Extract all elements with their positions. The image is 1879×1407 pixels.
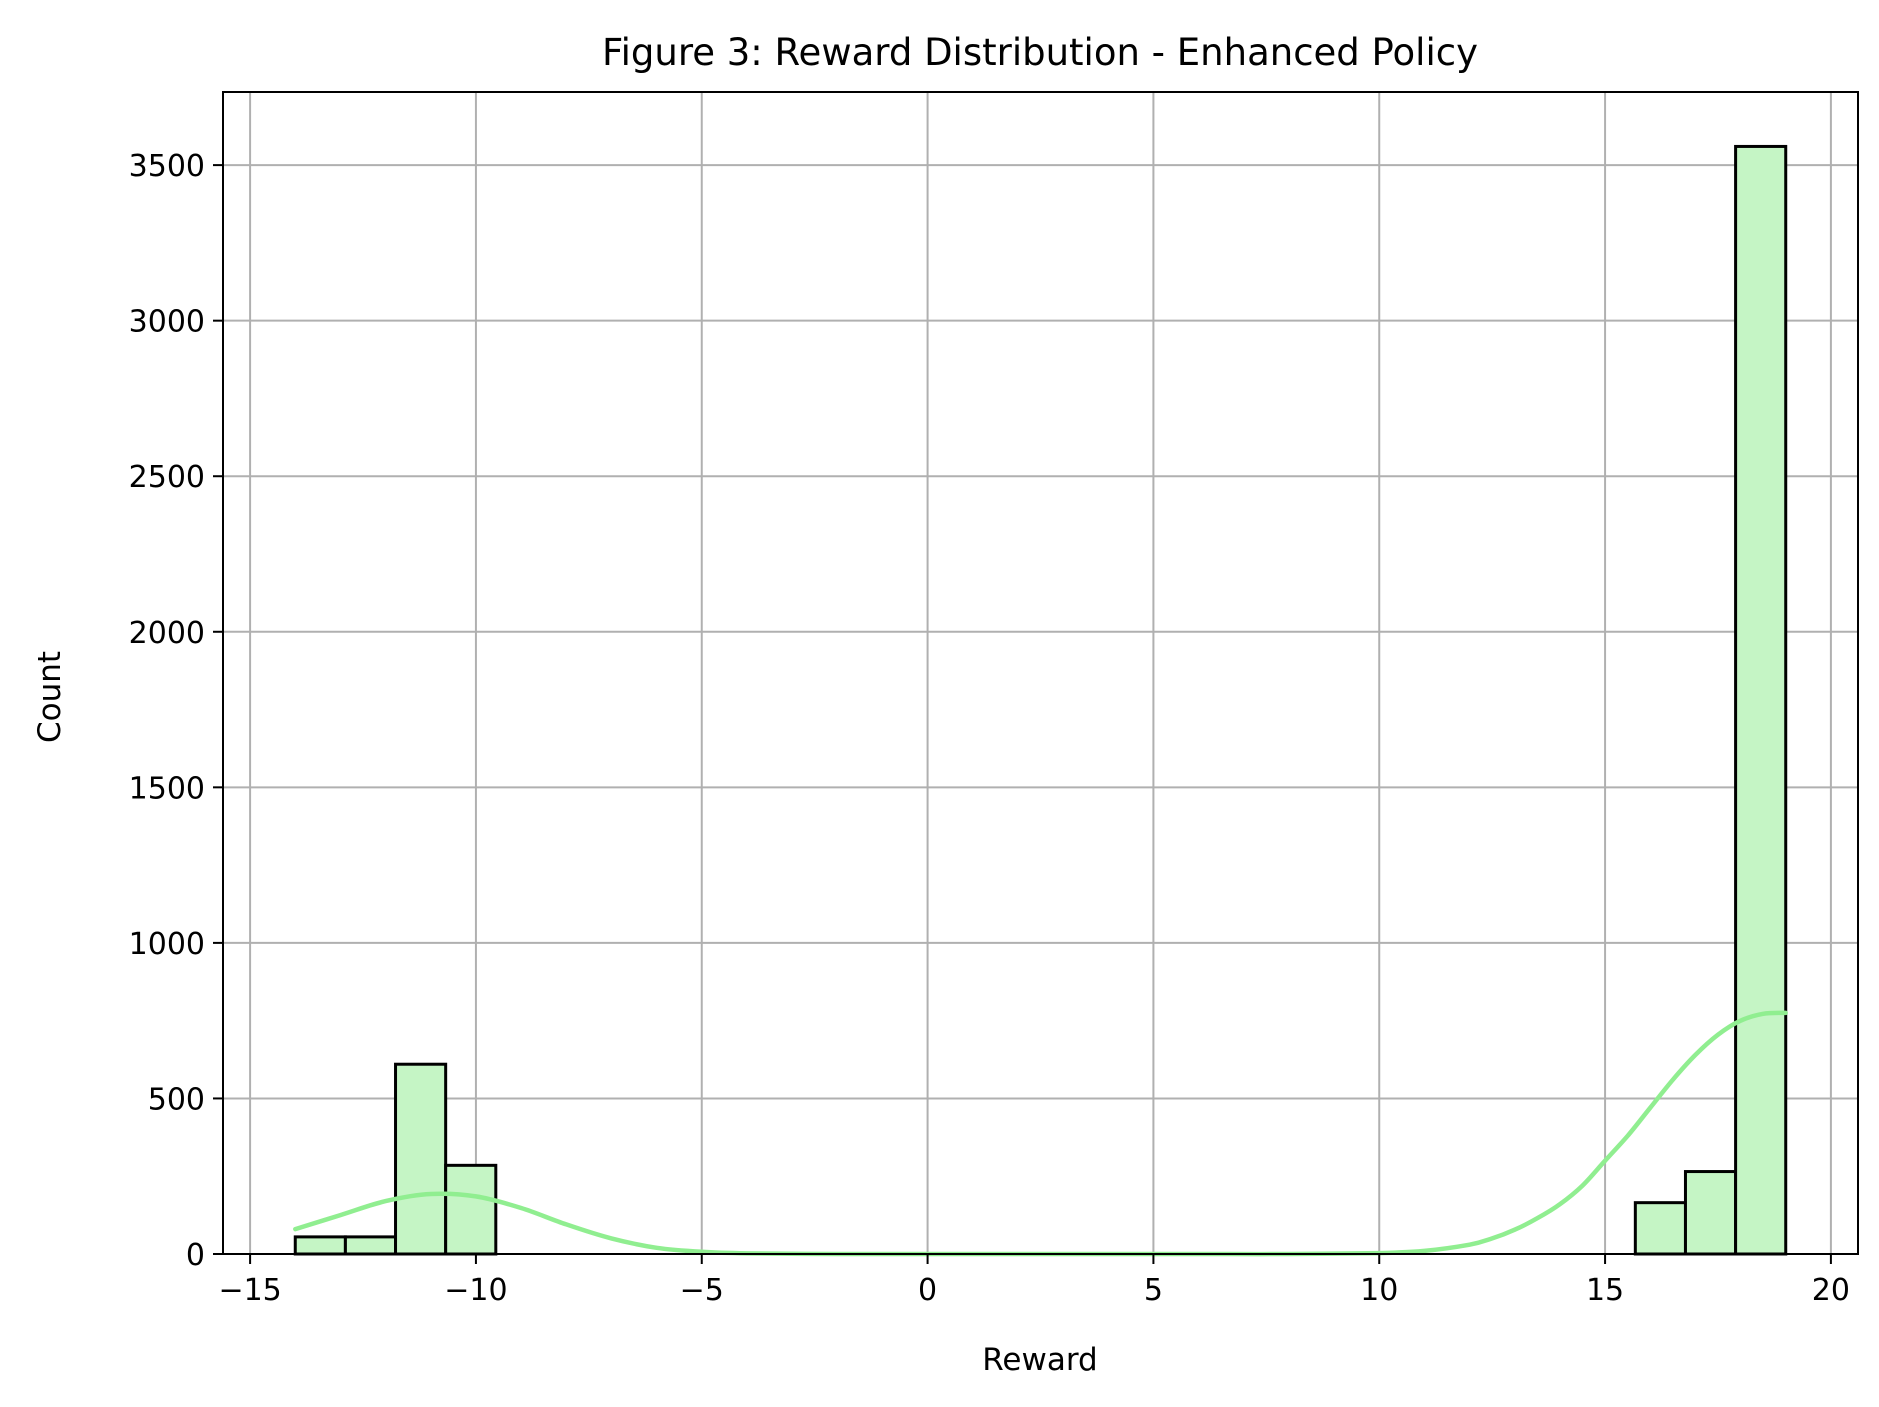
histogram-bar bbox=[1683, 1170, 1738, 1256]
x-axis-label: Reward bbox=[982, 1342, 1097, 1378]
x-tick-label: 5 bbox=[1144, 1273, 1163, 1308]
x-tick-label: 10 bbox=[1360, 1273, 1398, 1308]
y-tick-label: 1500 bbox=[129, 771, 205, 806]
x-tick-label: 15 bbox=[1586, 1273, 1624, 1308]
x-tick-label: −5 bbox=[680, 1273, 724, 1308]
histogram-bar bbox=[444, 1163, 498, 1256]
plot-frame bbox=[222, 91, 1859, 1255]
y-axis-label: Count bbox=[32, 651, 68, 743]
y-tick-label: 1000 bbox=[129, 927, 205, 962]
y-tick-label: 500 bbox=[148, 1082, 205, 1117]
x-tick-label: 0 bbox=[918, 1273, 937, 1308]
histogram-bar bbox=[394, 1062, 448, 1256]
x-tick-label: 20 bbox=[1812, 1273, 1850, 1308]
chart-title: Figure 3: Reward Distribution - Enhanced… bbox=[602, 31, 1478, 74]
y-tick-label: 2000 bbox=[129, 616, 205, 651]
x-tick-label: −15 bbox=[218, 1273, 281, 1308]
histogram-bar bbox=[1734, 144, 1788, 1256]
histogram-bars bbox=[293, 144, 1788, 1256]
x-tick-label: −10 bbox=[444, 1273, 507, 1308]
y-tick-label: 2500 bbox=[129, 460, 205, 495]
grid-lines bbox=[223, 92, 1858, 1255]
histogram-bar bbox=[343, 1235, 398, 1256]
histogram-bar bbox=[293, 1235, 347, 1256]
histogram-bar bbox=[1633, 1201, 1687, 1256]
y-tick-label: 0 bbox=[186, 1238, 205, 1273]
y-tick-label: 3500 bbox=[129, 149, 205, 184]
axis-ticks: −15 −10 −5 0 5 10 15 20 0 500 1000 1500 2000 2500 3000… bbox=[129, 149, 1850, 1308]
y-tick-label: 3000 bbox=[129, 305, 205, 340]
